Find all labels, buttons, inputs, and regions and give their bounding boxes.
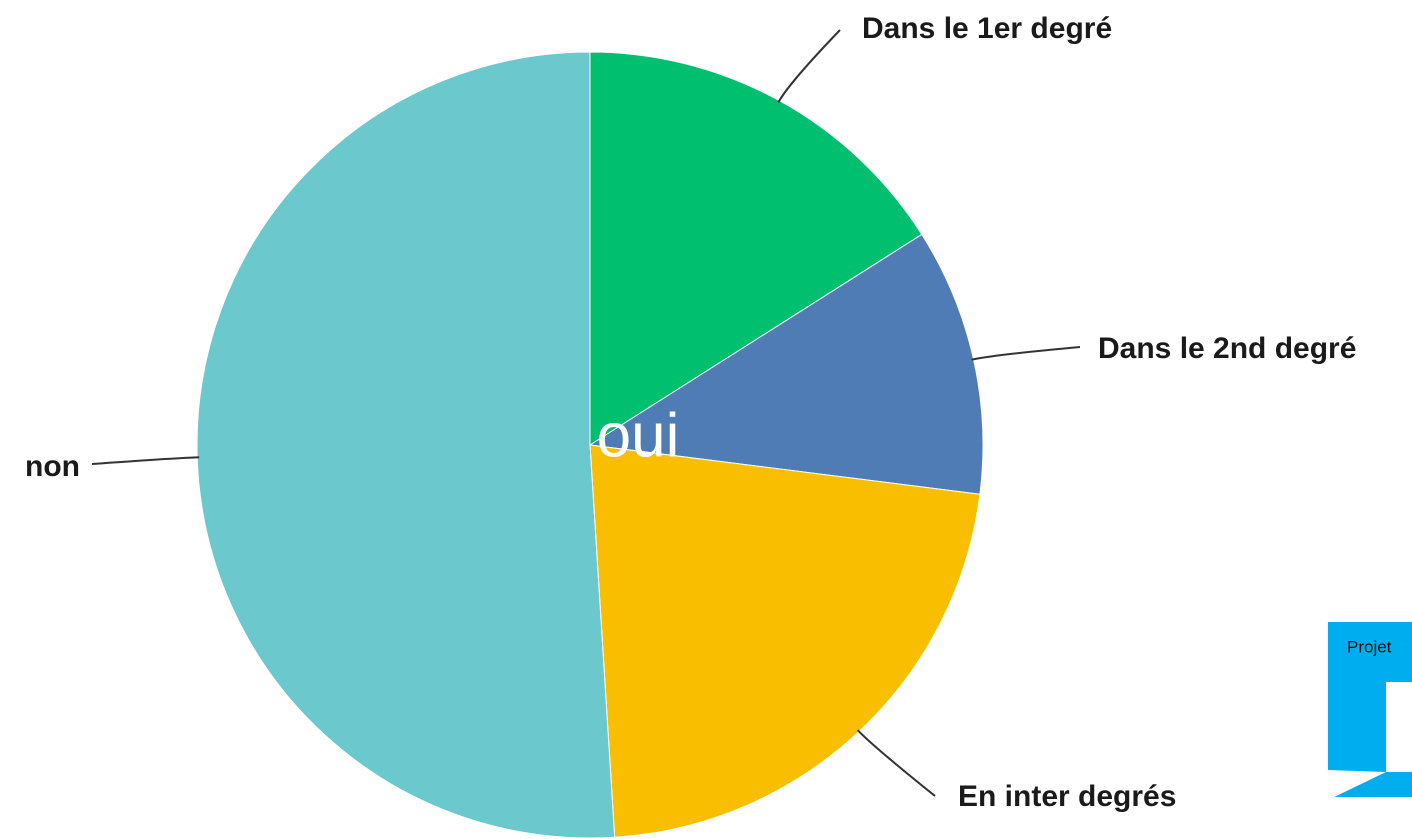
leader-line (971, 346, 1081, 361)
leader-line (777, 29, 841, 103)
slices (196, 51, 984, 839)
leader-line (856, 729, 936, 797)
slice-label: Dans le 2nd degré (1098, 332, 1356, 365)
center-label: oui (597, 401, 680, 470)
leader-line (91, 456, 200, 465)
logo: Projet (1328, 622, 1412, 800)
logo-cutout (1328, 770, 1386, 800)
slice-label: En inter degrés (958, 780, 1176, 813)
pie-slice (589, 444, 981, 838)
labels: Dans le 1er degré Dans le 2nd degré En int… (25, 12, 1356, 813)
slice-label: non (25, 450, 80, 483)
pie-slice (196, 51, 616, 839)
slice-label: Dans le 1er degré (862, 12, 1112, 45)
logo-text: Projet (1347, 637, 1392, 656)
logo-cutout (1386, 682, 1412, 772)
